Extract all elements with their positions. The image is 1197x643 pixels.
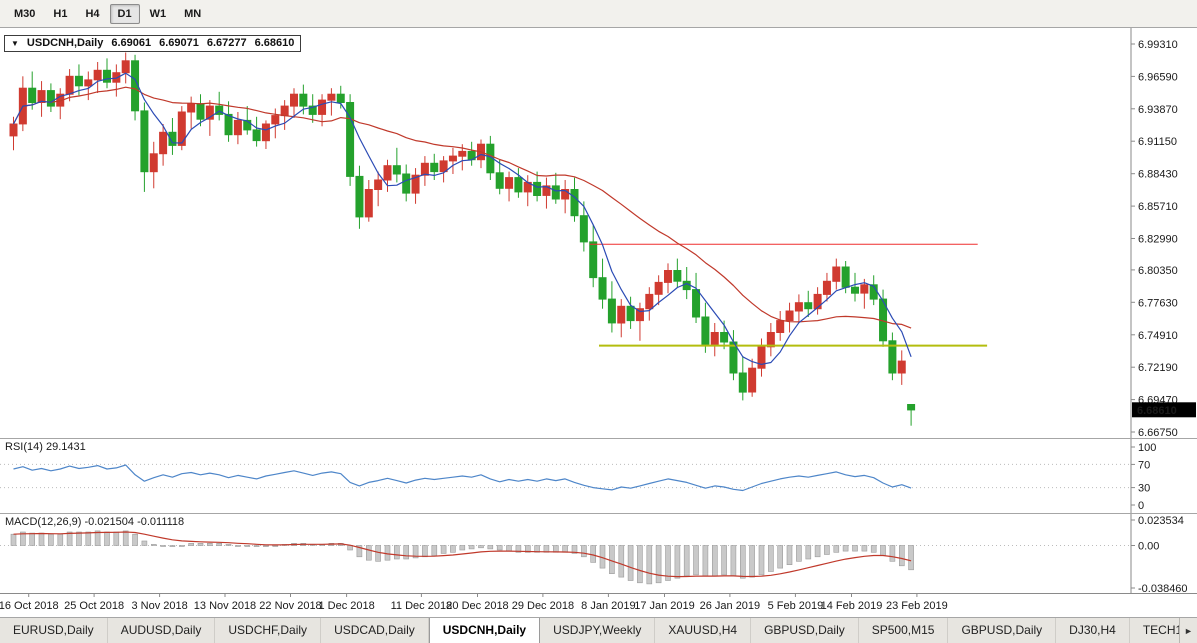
svg-text:20 Dec 2018: 20 Dec 2018 [446,600,508,612]
tabbar-scroll-right-icon[interactable]: ► [1179,618,1197,643]
svg-text:6.96590: 6.96590 [1138,71,1178,83]
timeframe-button-h4[interactable]: H4 [85,7,100,20]
chart-tab-gbpusd-daily[interactable]: GBPUSD,Daily [948,618,1057,643]
svg-text:6.82990: 6.82990 [1138,234,1178,246]
price-axis[interactable]: 6.99310 6.96590 6.93870 6.91150 6.88430 6.857… [1130,28,1178,438]
current-price-tag: 6.68610 [1132,402,1196,418]
chart-tab-dj30-h4[interactable]: DJ30,H4 [1056,618,1130,643]
macd-panel: 0.023534 0.00 -0.038460 MACD(12,26,9) -0.0… [0,513,1197,593]
svg-text:6.68610: 6.68610 [1137,405,1177,417]
timeframe-button-d1[interactable]: D1 [109,3,140,24]
chart-tab-audusd-daily[interactable]: AUDUSD,Daily [108,618,216,643]
chart-tab-usdcnh-daily[interactable]: USDCNH,Daily [428,618,541,643]
ma-slow-line [12,86,912,329]
chart-tab-gbpusd-daily[interactable]: GBPUSD,Daily [751,618,859,643]
chart-tab-usdjpy-weekly[interactable]: USDJPY,Weekly [540,618,656,643]
svg-text:6.99310: 6.99310 [1138,39,1178,51]
timeframe-button-w1[interactable]: W1 [149,7,167,20]
timeframe-button-h1[interactable]: H1 [53,7,68,20]
svg-text:23 Feb 2019: 23 Feb 2019 [886,600,948,612]
macd-signal-line [13,531,912,578]
chart-tab-xauusd-h4[interactable]: XAUUSD,H4 [655,618,752,643]
svg-text:29 Dec 2018: 29 Dec 2018 [512,600,574,612]
svg-text:6.93870: 6.93870 [1138,104,1178,116]
quote-high: 6.69071 [159,37,199,49]
macd-axis[interactable]: 0.023534 0.00 -0.038460 [1130,514,1188,593]
candles-layer [9,52,916,426]
svg-text:17 Jan 2019: 17 Jan 2019 [634,600,695,612]
svg-text:22 Nov 2018: 22 Nov 2018 [259,600,321,612]
symbol-name: USDCNH,Daily [26,37,104,49]
chart-tab-usdcad-daily[interactable]: USDCAD,Daily [321,618,429,643]
macd-histogram [10,530,914,585]
timeframe-button-mn[interactable]: MN [184,7,202,20]
svg-text:70: 70 [1138,459,1150,471]
timeframe-toolbar: M30 H1 H4 D1 W1 MN [0,0,1197,28]
svg-text:5 Feb 2019: 5 Feb 2019 [768,600,824,612]
time-axis-plot[interactable]: 16 Oct 2018 25 Oct 2018 3 Nov 2018 13 Nov 2… [0,593,1197,617]
svg-text:0.023534: 0.023534 [1138,515,1184,527]
svg-text:30: 30 [1138,483,1150,495]
svg-text:16 Oct 2018: 16 Oct 2018 [0,600,59,612]
time-axis[interactable]: 16 Oct 2018 25 Oct 2018 3 Nov 2018 13 Nov 2… [0,593,1197,617]
symbol-info-box[interactable]: ▼ USDCNH,Daily 6.69061 6.69071 6.67277 6… [4,35,302,52]
svg-text:25 Oct 2018: 25 Oct 2018 [64,600,124,612]
rsi-plot[interactable]: 100 70 30 0 [0,439,1197,513]
svg-text:6.77630: 6.77630 [1138,297,1178,309]
symbol-dropdown-icon[interactable]: ▼ [11,38,19,48]
svg-text:14 Feb 2019: 14 Feb 2019 [821,600,883,612]
svg-text:6.66750: 6.66750 [1138,427,1178,438]
svg-text:13 Nov 2018: 13 Nov 2018 [194,600,256,612]
svg-text:6.88430: 6.88430 [1138,169,1178,181]
svg-text:11 Dec 2018: 11 Dec 2018 [391,600,453,612]
svg-text:6.91150: 6.91150 [1138,136,1177,148]
quote-open: 6.69061 [111,37,152,49]
svg-text:0: 0 [1138,500,1144,512]
svg-text:1 Dec 2018: 1 Dec 2018 [318,600,374,612]
svg-text:6.80350: 6.80350 [1138,265,1178,277]
chart-tab-usdchf-daily[interactable]: USDCHF,Daily [215,618,322,643]
analysis-lines-layer[interactable] [589,243,988,347]
rsi-panel: 100 70 30 0 RSI(14) 29.1431 [0,438,1197,513]
ma-fast-line [12,72,912,365]
quote-close: 6.68610 [254,37,295,49]
rsi-line [13,464,912,492]
chart-tab-sp500-m15[interactable]: SP500,M15 [859,618,949,643]
rsi-axis[interactable]: 100 70 30 0 [1130,439,1156,513]
macd-label: MACD(12,26,9) -0.021504 -0.011118 [3,516,187,528]
svg-text:0.00: 0.00 [1138,541,1159,553]
macd-plot[interactable]: 0.023534 0.00 -0.038460 [0,514,1197,593]
svg-text:6.85710: 6.85710 [1138,201,1178,213]
chart-tabbar: EURUSD,Daily AUDUSD,Daily USDCHF,Daily USDC… [0,617,1197,643]
svg-text:100: 100 [1138,442,1156,454]
price-chart[interactable]: 6.99310 6.96590 6.93870 6.91150 6.88430 6.857… [0,28,1197,438]
quote-low: 6.67277 [206,37,247,49]
main-chart-panel: 6.99310 6.96590 6.93870 6.91150 6.88430 6.857… [0,28,1197,438]
svg-text:26 Jan 2019: 26 Jan 2019 [700,600,761,612]
svg-text:6.74910: 6.74910 [1138,330,1178,342]
svg-text:-0.038460: -0.038460 [1138,583,1188,593]
svg-text:6.72190: 6.72190 [1138,362,1178,374]
svg-text:8 Jan 2019: 8 Jan 2019 [581,600,635,612]
rsi-label: RSI(14) 29.1431 [3,441,88,453]
date-labels: 16 Oct 2018 25 Oct 2018 3 Nov 2018 13 Nov 2… [0,593,948,612]
chart-tab-eurusd-daily[interactable]: EURUSD,Daily [0,618,108,643]
timeframe-button-m30[interactable]: M30 [14,7,36,20]
svg-text:3 Nov 2018: 3 Nov 2018 [131,600,187,612]
